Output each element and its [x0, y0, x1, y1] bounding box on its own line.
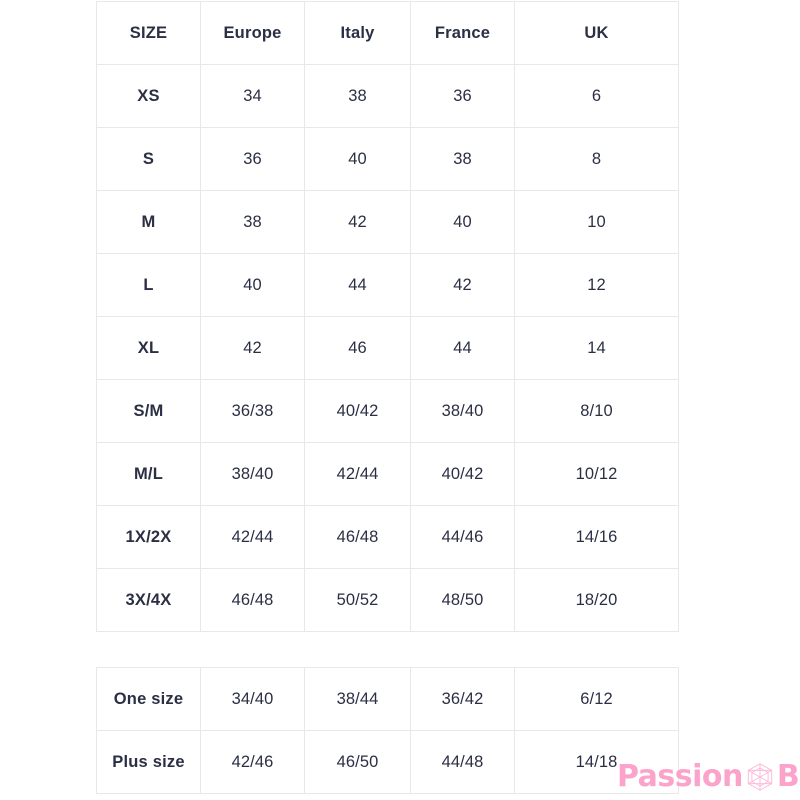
cell-uk: 10/12	[514, 442, 679, 506]
cell-uk: 12	[514, 253, 679, 317]
cell-europe: 36/38	[200, 379, 305, 443]
cell-france: 38/40	[410, 379, 515, 443]
cell-uk: 14/18	[514, 730, 679, 794]
table-row: XL 42 46 44 14	[96, 316, 679, 380]
cell-italy: 46/50	[304, 730, 411, 794]
cell-size: XL	[96, 316, 201, 380]
cell-size: Plus size	[96, 730, 201, 794]
cell-europe: 46/48	[200, 568, 305, 632]
table-body: One size 34/40 38/44 36/42 6/12 Plus size 42/4…	[96, 667, 679, 794]
cell-italy: 38	[304, 64, 411, 128]
cell-europe: 38	[200, 190, 305, 254]
cell-uk: 6/12	[514, 667, 679, 731]
cell-uk: 8/10	[514, 379, 679, 443]
cell-italy: 40/42	[304, 379, 411, 443]
table-row: M 38 42 40 10	[96, 190, 679, 254]
hex-cube-icon	[745, 762, 775, 792]
cell-italy: 38/44	[304, 667, 411, 731]
cell-france: 44	[410, 316, 515, 380]
column-header-italy: Italy	[304, 1, 411, 65]
cell-europe: 40	[200, 253, 305, 317]
cell-france: 36	[410, 64, 515, 128]
table-row: S 36 40 38 8	[96, 127, 679, 191]
cell-uk: 10	[514, 190, 679, 254]
cell-europe: 42	[200, 316, 305, 380]
cell-italy: 46	[304, 316, 411, 380]
one-size-plus-size-table: One size 34/40 38/44 36/42 6/12 Plus size 42/4…	[96, 667, 679, 794]
cell-uk: 8	[514, 127, 679, 191]
column-header-uk: UK	[514, 1, 679, 65]
cell-france: 38	[410, 127, 515, 191]
table-row: One size 34/40 38/44 36/42 6/12	[96, 667, 679, 731]
cell-size: One size	[96, 667, 201, 731]
cell-uk: 6	[514, 64, 679, 128]
cell-uk: 14	[514, 316, 679, 380]
cell-europe: 34	[200, 64, 305, 128]
cell-size: L	[96, 253, 201, 317]
size-chart-container: SIZE Europe Italy France UK XS 34 38 36 6 S 36…	[96, 1, 679, 632]
cell-europe: 34/40	[200, 667, 305, 731]
table-row: S/M 36/38 40/42 38/40 8/10	[96, 379, 679, 443]
cell-italy: 40	[304, 127, 411, 191]
table-row: Plus size 42/46 46/50 44/48 14/18	[96, 730, 679, 794]
cell-uk: 18/20	[514, 568, 679, 632]
column-header-size: SIZE	[96, 1, 201, 65]
cell-italy: 46/48	[304, 505, 411, 569]
cell-europe: 36	[200, 127, 305, 191]
size-conversion-table: SIZE Europe Italy France UK XS 34 38 36 6 S 36…	[96, 1, 679, 632]
cell-france: 40/42	[410, 442, 515, 506]
cell-europe: 38/40	[200, 442, 305, 506]
cell-uk: 14/16	[514, 505, 679, 569]
table-row: 3X/4X 46/48 50/52 48/50 18/20	[96, 568, 679, 632]
cell-france: 44/48	[410, 730, 515, 794]
table-row: M/L 38/40 42/44 40/42 10/12	[96, 442, 679, 506]
cell-france: 42	[410, 253, 515, 317]
cell-france: 44/46	[410, 505, 515, 569]
table-row: L 40 44 42 12	[96, 253, 679, 317]
cell-size: S/M	[96, 379, 201, 443]
cell-italy: 50/52	[304, 568, 411, 632]
column-header-france: France	[410, 1, 515, 65]
table-row: 1X/2X 42/44 46/48 44/46 14/16	[96, 505, 679, 569]
cell-size: 1X/2X	[96, 505, 201, 569]
cell-size: S	[96, 127, 201, 191]
table-row: XS 34 38 36 6	[96, 64, 679, 128]
watermark-text-right: Box	[776, 759, 800, 794]
column-header-europe: Europe	[200, 1, 305, 65]
table-body: XS 34 38 36 6 S 36 40 38 8 M 38 42 40 10 L 40 44 42 12 XL 42 4…	[96, 64, 679, 632]
cell-size: XS	[96, 64, 201, 128]
cell-italy: 44	[304, 253, 411, 317]
cell-size: 3X/4X	[96, 568, 201, 632]
cell-size: M	[96, 190, 201, 254]
cell-france: 48/50	[410, 568, 515, 632]
cell-france: 40	[410, 190, 515, 254]
cell-france: 36/42	[410, 667, 515, 731]
table-header-row: SIZE Europe Italy France UK	[96, 1, 679, 65]
cell-europe: 42/46	[200, 730, 305, 794]
cell-italy: 42	[304, 190, 411, 254]
cell-italy: 42/44	[304, 442, 411, 506]
cell-size: M/L	[96, 442, 201, 506]
cell-europe: 42/44	[200, 505, 305, 569]
secondary-size-chart-container: One size 34/40 38/44 36/42 6/12 Plus size 42/4…	[96, 667, 679, 794]
table-header: SIZE Europe Italy France UK	[96, 1, 679, 65]
